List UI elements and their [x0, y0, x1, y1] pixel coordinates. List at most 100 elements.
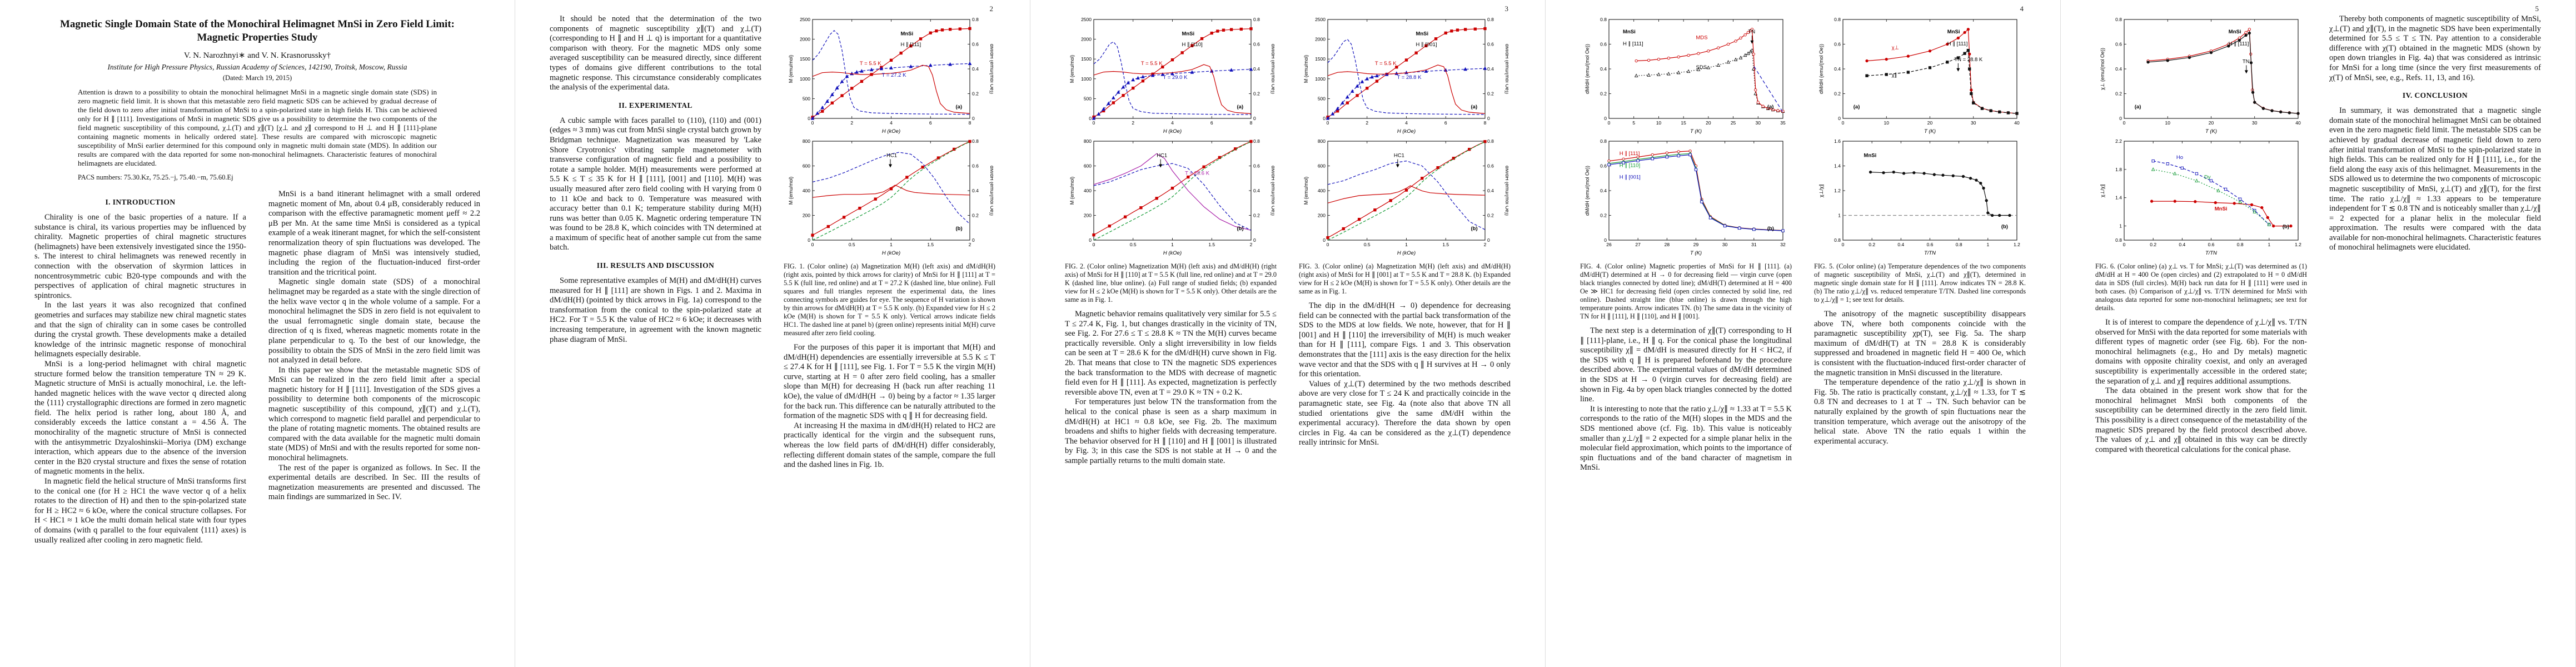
fig5-caption: FIG. 5. (Color online) (a) Temperature d…	[1814, 262, 2026, 303]
page-3-columns: 0 2 4 6 8 0 500 1000 1500 2000 2500 0 0.2 0.4 0.6 0.8 H …	[1065, 14, 1511, 655]
series-dm-dh-t-27-2-k	[812, 30, 970, 115]
text-column-1: It should be noted that the determinatio…	[550, 14, 761, 655]
svg-text:0.6: 0.6	[2208, 242, 2214, 247]
fig2-panel-a: 0 2 4 6 80500100015002000250000.20.40.60.8H …	[1069, 17, 1276, 135]
svg-text:HC1: HC1	[1393, 152, 1404, 158]
svg-text:8: 8	[1249, 120, 1252, 126]
svg-text:(b): (b)	[1767, 226, 1773, 232]
svg-text:0.2: 0.2	[1487, 213, 1494, 218]
svg-text:dM/dH (emu/(mol Oe)): dM/dH (emu/(mol Oe))	[1504, 166, 1508, 216]
series-dm-dh-t-28-8-k	[1327, 38, 1485, 115]
svg-text:28: 28	[1664, 242, 1670, 247]
series-m-virgin-zfc-t-5-5-k	[1093, 141, 1251, 241]
svg-text:0.6: 0.6	[2115, 42, 2122, 47]
svg-text:0.2: 0.2	[1487, 91, 1494, 97]
svg-text:T/TN: T/TN	[1924, 250, 1935, 256]
page-number: 5	[2535, 4, 2539, 13]
svg-text:0.2: 0.2	[1600, 91, 1607, 97]
svg-text:H ∥ [001]: H ∥ [001]	[1416, 42, 1437, 48]
svg-text:1500: 1500	[800, 56, 810, 62]
svg-text:M (emu/mol): M (emu/mol)	[788, 177, 794, 205]
series-mds-h-400-oe	[1636, 28, 1783, 112]
svg-text:0.4: 0.4	[2179, 242, 2185, 247]
fig3-panel-a: 0 2 4 6 80500100015002000250000.20.40.60.8H …	[1303, 17, 1510, 135]
series-m-t-27-2-k	[812, 63, 970, 119]
svg-text:(b): (b)	[1471, 226, 1477, 232]
svg-text:0.5: 0.5	[1363, 242, 1370, 247]
series--	[1866, 49, 2017, 114]
series-ho	[2153, 161, 2269, 225]
svg-text:χ⊥/χ∥: χ⊥/χ∥	[1818, 184, 1824, 197]
svg-text:0: 0	[972, 116, 975, 121]
svg-text:dM/dH (emu/(mol Oe)): dM/dH (emu/(mol Oe))	[1270, 166, 1274, 216]
svg-text:0.6: 0.6	[972, 163, 979, 169]
fig1: 0 2 4 6 8 0 500 1000 1500 2000 2500 0 0.2 0.4 0.6 0.8 H …	[784, 16, 995, 337]
body-paragraph: The data obtained in the present work sh…	[2095, 386, 2307, 454]
svg-text:0: 0	[1841, 120, 1844, 126]
page-3: 3 0 2 4 6 8 0 500 1000 1500 2000 2500 0 0.2 0.4 0.6 0.8…	[1030, 0, 1546, 667]
svg-text:0.6: 0.6	[1253, 163, 1260, 169]
svg-text:dM/dH (emu/(mol Oe)): dM/dH (emu/(mol Oe))	[1585, 166, 1590, 216]
svg-text:0.6: 0.6	[1926, 242, 1933, 247]
svg-text:MnSi: MnSi	[900, 31, 913, 37]
svg-text:χ⊥: χ⊥	[1891, 44, 1899, 51]
svg-text:0: 0	[1326, 120, 1329, 126]
svg-text:M (emu/mol): M (emu/mol)	[1069, 55, 1075, 83]
svg-text:0.4: 0.4	[1253, 188, 1260, 193]
series-dm-dh-t-5-5-k	[1327, 64, 1485, 114]
svg-text:0: 0	[1253, 237, 1256, 243]
fig4-panel-a: 0 5 10 15 20 25 30 35 0 0.2 0.4 0.6 0.8 T (K) dM/dH (e…	[1585, 17, 1786, 135]
svg-text:T = 28.6 K: T = 28.6 K	[1185, 171, 1210, 177]
svg-text:8: 8	[968, 120, 971, 126]
series-dm-dh-t-5-5-k	[1093, 64, 1251, 115]
svg-text:0: 0	[1838, 116, 1841, 121]
page-1: Magnetic Single Domain State of the Mono…	[0, 0, 515, 667]
body-paragraph: Thereby both components of magnetic susc…	[2329, 14, 2541, 82]
svg-text:(a): (a)	[1853, 104, 1860, 110]
svg-text:(a): (a)	[1767, 104, 1773, 110]
svg-text:2500: 2500	[1315, 17, 1326, 22]
svg-text:H ∥ [110]: H ∥ [110]	[1619, 162, 1640, 168]
svg-text:6: 6	[1444, 120, 1447, 126]
body-paragraph: In this paper we show that the metastabl…	[268, 365, 480, 463]
svg-text:1: 1	[1838, 213, 1841, 218]
text-column-1: 0 10 20 30 40 0 0.2 0.4 0.6 0.8 T (K) χ⊥ (emu/(mol …	[2095, 14, 2307, 655]
body-paragraph: A cubic sample with faces parallel to (1…	[550, 116, 761, 252]
svg-text:0.4: 0.4	[1600, 66, 1607, 72]
svg-text:0.2: 0.2	[1869, 242, 1875, 247]
svg-text:1: 1	[1171, 242, 1174, 247]
svg-text:500: 500	[802, 96, 810, 101]
svg-text:6: 6	[929, 120, 931, 126]
svg-text:1: 1	[2268, 242, 2270, 247]
svg-text:0: 0	[1604, 237, 1607, 243]
page-4-columns: 0 5 10 15 20 25 30 35 0 0.2 0.4 0.6 0.8 T (K) dM/dH (e…	[1580, 14, 2026, 655]
svg-text:6: 6	[1210, 120, 1213, 126]
svg-text:0.6: 0.6	[1600, 42, 1607, 47]
svg-text:1.5: 1.5	[1208, 242, 1215, 247]
svg-text:2000: 2000	[1081, 37, 1092, 42]
svg-text:H (kOe): H (kOe)	[881, 128, 900, 135]
fig6: 0 10 20 30 40 0 0.2 0.4 0.6 0.8 T (K) χ⊥ (emu/(mol …	[2095, 16, 2307, 312]
paper-date: (Dated: March 19, 2015)	[222, 74, 292, 82]
svg-text:(b): (b)	[1237, 226, 1243, 232]
title-block: Magnetic Single Domain State of the Mono…	[34, 14, 480, 184]
paper-title: Magnetic Single Domain State of the Mono…	[60, 18, 455, 43]
series-dm-dh-t-27-2-k	[812, 152, 970, 225]
text-column-1: I. INTRODUCTION Chirality is one of the b…	[34, 190, 246, 655]
svg-text:0.6: 0.6	[1487, 163, 1494, 169]
svg-text:200: 200	[1083, 213, 1091, 218]
svg-text:0.4: 0.4	[2115, 66, 2122, 72]
body-paragraph: Magnetic single domain state (SDS) of a …	[268, 277, 480, 365]
body-paragraph: MnSi is a band itinerant helimagnet with…	[268, 190, 480, 277]
page-2: 2 It should be noted that the determinat…	[515, 0, 1030, 667]
svg-text:0: 0	[2122, 242, 2125, 247]
svg-text:H (kOe): H (kOe)	[1397, 250, 1415, 256]
fig4: 0 5 10 15 20 25 30 35 0 0.2 0.4 0.6 0.8 T (K) dM/dH (e…	[1580, 16, 1792, 321]
series-dm-dh-t-5-5-k	[1327, 185, 1485, 203]
fig6-panel-b: 0 0.2 0.4 0.6 0.8 1 1.2 0.8 1 1.4 1.8 2.2 T/TN χ⊥/χ∥ H…	[2100, 138, 2301, 256]
body-paragraph: In the last years it was also recognized…	[34, 301, 246, 359]
svg-text:0.5: 0.5	[1129, 242, 1136, 247]
fig4-panel-b: 26 27 28 29 30 31 32 0 0.2 0.4 0.6 0.8 T (K) dM/dH (e…	[1585, 138, 1786, 256]
svg-text:T = 5.5 K: T = 5.5 K	[1140, 61, 1162, 67]
